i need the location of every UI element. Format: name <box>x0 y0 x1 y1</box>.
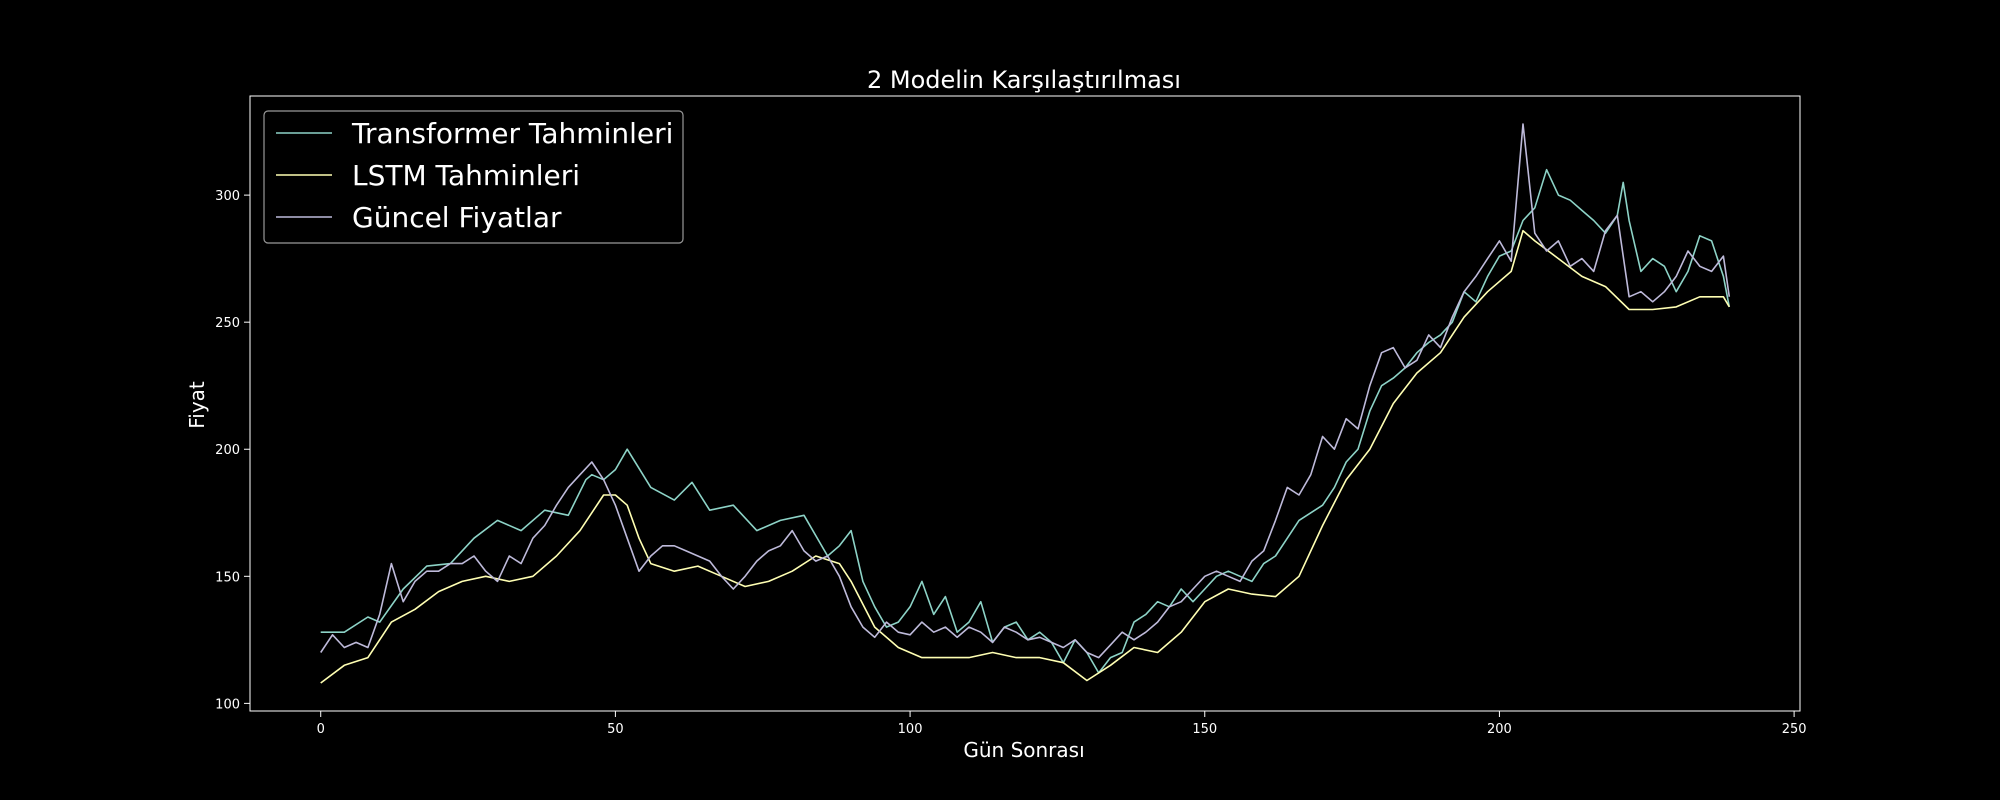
x-tick-label: 250 <box>1782 722 1807 737</box>
y-tick-label: 300 <box>215 189 240 204</box>
y-tick-label: 150 <box>215 570 240 585</box>
chart-title: 2 Modelin Karşılaştırılması <box>867 66 1181 94</box>
legend-box <box>263 110 684 244</box>
legend-label-1: Transformer Tahminleri <box>351 117 673 150</box>
plot-frame <box>249 95 1801 712</box>
legend: Transformer Tahminleri LSTM Tahminleri Gün… <box>263 110 684 244</box>
y-tick-label: 200 <box>215 443 240 458</box>
x-tick-label: 100 <box>898 722 923 737</box>
plot-lines <box>320 123 1731 684</box>
series-line-1 <box>320 168 1731 674</box>
y-axis-label: Fiyat <box>185 381 209 429</box>
y-tick-label: 250 <box>215 316 240 331</box>
x-axis-ticks: 0 50 100 150 200 250 <box>317 711 1807 737</box>
x-tick-label: 0 <box>317 722 325 737</box>
y-tick-label: 100 <box>215 697 240 712</box>
legend-label-3: Güncel Fiyatlar <box>352 201 562 234</box>
x-axis-label: Gün Sonrası <box>963 738 1084 762</box>
series-line-3 <box>320 123 1731 659</box>
x-tick-label: 200 <box>1487 722 1512 737</box>
legend-label-2: LSTM Tahminleri <box>352 159 580 192</box>
x-tick-label: 50 <box>607 722 624 737</box>
y-axis-ticks: 100 150 200 250 300 <box>215 189 250 712</box>
series-line-2 <box>320 229 1730 684</box>
x-tick-label: 150 <box>1192 722 1217 737</box>
